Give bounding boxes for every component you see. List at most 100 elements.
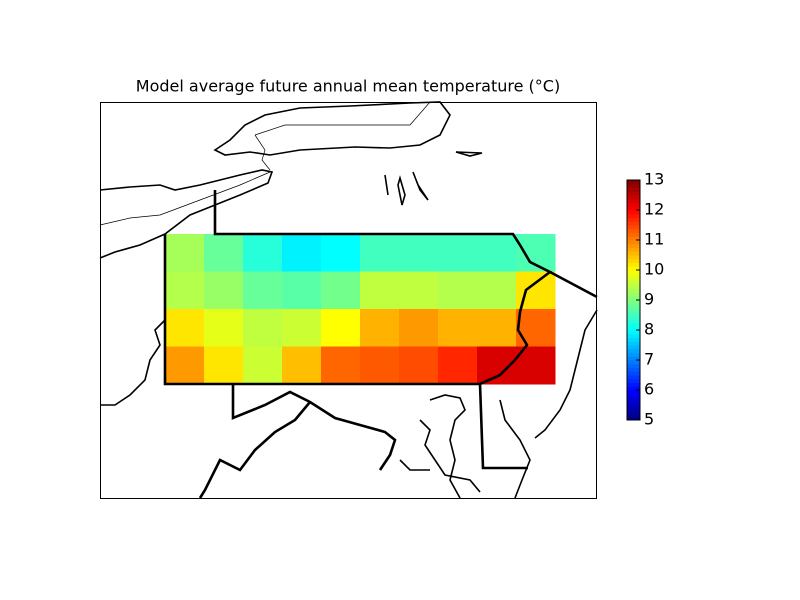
colorbar-step (627, 210, 640, 215)
colorbar-tick-label: 6 (644, 380, 654, 399)
grid-cell (477, 271, 517, 310)
lake-ontario (213, 101, 451, 156)
colorbar-step (627, 236, 640, 241)
colorbar-tick-label: 13 (644, 170, 664, 189)
grid-cell (399, 271, 439, 310)
colorbar-step (627, 311, 640, 316)
grid-cell (438, 234, 478, 272)
colorbar-step (627, 243, 640, 248)
colorbar-tick-label: 8 (644, 320, 654, 339)
border-line (254, 101, 431, 136)
colorbar-step (627, 356, 640, 361)
grid-cell (399, 234, 439, 272)
colorbar-step (627, 292, 640, 297)
colorbar-tick-label: 11 (644, 230, 664, 249)
grid-cell (243, 271, 283, 310)
colorbar-step (627, 288, 640, 293)
boundaries (99, 101, 598, 499)
colorbar-step (627, 213, 640, 218)
grid-cell (165, 271, 205, 310)
colorbar-tick-label: 5 (644, 410, 654, 429)
colorbar-step (627, 303, 640, 308)
colorbar-step (627, 405, 640, 410)
colorbar-step (627, 187, 640, 192)
colorbar-step (627, 221, 640, 226)
colorbar-step (627, 225, 640, 230)
grid-cell (321, 346, 361, 385)
finger-lakes (384, 151, 483, 206)
grid-cell (321, 309, 361, 347)
colorbar-step (627, 206, 640, 211)
colorbar-step (627, 202, 640, 207)
grid-cell (204, 234, 244, 272)
colorbar-step (627, 397, 640, 402)
chesapeake-coast (399, 394, 531, 499)
colorbar-step (627, 251, 640, 256)
colorbar-step (627, 345, 640, 350)
colorbar-step (627, 337, 640, 342)
grid-cell (204, 346, 244, 385)
grid-cells (165, 234, 556, 385)
colorbar-step (627, 300, 640, 305)
colorbar-tick-label: 7 (644, 350, 654, 369)
colorbar-step (627, 198, 640, 203)
colorbar-step (627, 258, 640, 263)
colorbar-step (627, 266, 640, 271)
grid-cell (243, 309, 283, 347)
colorbar-step (627, 386, 640, 391)
colorbar-step (627, 348, 640, 353)
colorbar-step (627, 307, 640, 312)
colorbar-step (627, 255, 640, 260)
colorbar-step (627, 281, 640, 286)
colorbar-step (627, 318, 640, 323)
nj-coast (534, 309, 598, 439)
grid-cell (282, 234, 322, 272)
grid-cell (282, 271, 322, 310)
colorbar-step (627, 378, 640, 383)
border-line (99, 171, 271, 226)
colorbar-tick-label: 10 (644, 260, 664, 279)
colorbar-step (627, 363, 640, 368)
colorbar-step (627, 416, 640, 421)
grid-cell (360, 309, 400, 347)
grid-cell (477, 309, 517, 347)
colorbar-step (627, 232, 640, 237)
delaware-border (478, 383, 528, 470)
grid-cell (477, 234, 517, 272)
grid-cell (438, 271, 478, 310)
grid-cell (243, 234, 283, 272)
grid-cell (204, 309, 244, 347)
colorbar-tick-label: 12 (644, 200, 664, 219)
colorbar-step (627, 393, 640, 398)
ohio-border (100, 319, 166, 406)
colorbar-step (627, 352, 640, 357)
colorbar-step (627, 382, 640, 387)
colorbar-step (627, 322, 640, 327)
colorbar-step (627, 412, 640, 417)
grid-cell (321, 271, 361, 310)
grid-cell (438, 309, 478, 347)
colorbar-step (627, 191, 640, 196)
grid-cell (438, 346, 478, 385)
ny-nj-border (549, 270, 598, 299)
colorbar-step (627, 273, 640, 278)
colorbar-step (627, 195, 640, 200)
grid-cell (282, 346, 322, 385)
grid-cell (165, 309, 205, 347)
pennsylvania-border (163, 190, 553, 386)
colorbar-step (627, 240, 640, 245)
lake-erie (99, 169, 274, 259)
colorbar-step (627, 277, 640, 282)
colorbar-step (627, 375, 640, 380)
colorbar-step (627, 367, 640, 372)
grid-cell (360, 271, 400, 310)
grid-cell (399, 346, 439, 385)
grid-cell (516, 309, 556, 347)
colorbar-tick-label: 9 (644, 290, 654, 309)
grid-cell (165, 346, 205, 385)
grid-cell (360, 346, 400, 385)
colorbar: 5 6 7 8 9 10 11 12 13 (626, 170, 664, 429)
west-virginia-border (198, 384, 397, 499)
grid-cell (165, 234, 205, 272)
